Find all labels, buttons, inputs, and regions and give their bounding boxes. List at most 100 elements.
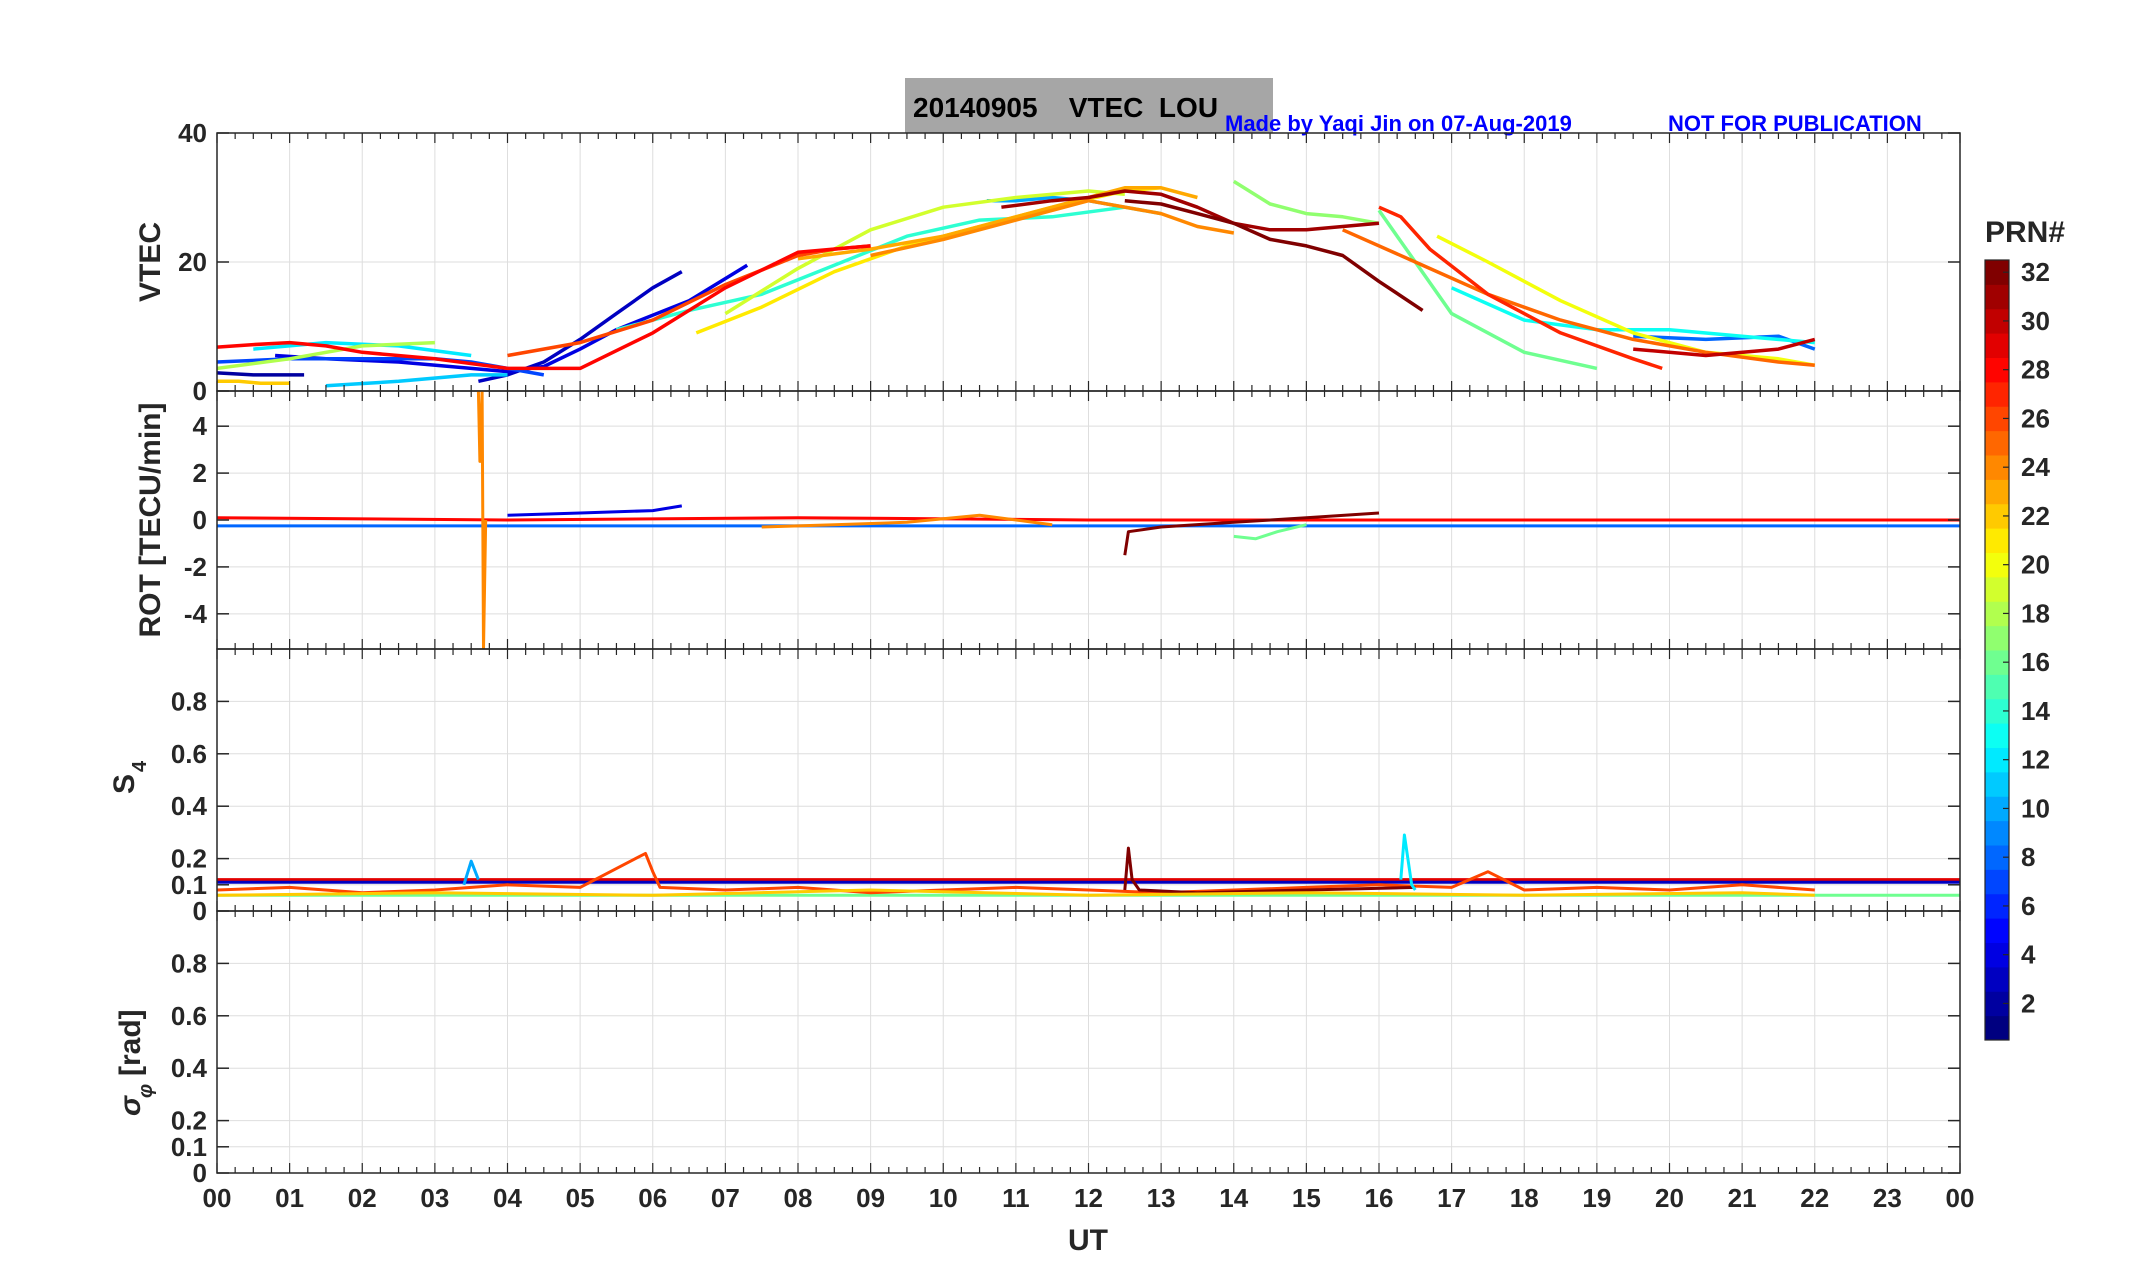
- x-axis-label: UT: [1068, 1224, 1108, 1257]
- x-tick-label: 11: [1002, 1183, 1030, 1213]
- colorbar-band: [1985, 674, 2009, 700]
- series-prn-28: [217, 516, 1960, 522]
- x-tick-label: 00: [203, 1183, 232, 1213]
- s4-grid: [216, 649, 1961, 912]
- colorbar-tick-label: 6: [2021, 891, 2035, 921]
- colorbar-band: [1985, 430, 2009, 456]
- colorbar-frame: [1984, 259, 2010, 1041]
- series-prn-25: [1341, 228, 1815, 367]
- colorbar-tick-label: 14: [2021, 696, 2050, 726]
- series-prn-23: [797, 186, 1198, 261]
- s4-ytick-label: 0.2: [171, 844, 207, 874]
- series-prn-31: [1001, 189, 1380, 232]
- series-prn-28: [217, 244, 871, 371]
- sigma-phi-panel: 00.10.2 0.4 0.6 0.8 00 01 02 03 04 05 06 07 08 09 10 11…: [171, 910, 1975, 1213]
- svg-text:[rad]: [rad]: [114, 1009, 147, 1076]
- sigma-ytick-label: 0.2: [171, 1106, 207, 1136]
- s4-ytick-label: 0.1: [171, 870, 207, 900]
- colorbar-tick-label: 32: [2021, 257, 2050, 287]
- vtec-ytick-label: 40: [178, 118, 207, 148]
- series-prn-20: [1436, 234, 1816, 367]
- rot-ytick-label: 4: [193, 411, 208, 441]
- colorbar-band: [1985, 820, 2009, 846]
- vtec-ylabel: VTEC: [134, 222, 167, 302]
- series-prn-18: [217, 340, 435, 371]
- colorbar-tick-label: 30: [2021, 306, 2050, 336]
- x-tick-label: 19: [1582, 1183, 1611, 1213]
- colorbar-tick-label: 20: [2021, 550, 2050, 580]
- rot-series: [217, 391, 1960, 649]
- x-tick-label: 03: [420, 1183, 449, 1213]
- x-tick-label: 08: [784, 1183, 813, 1213]
- colorbar-tick-label: 18: [2021, 598, 2050, 628]
- rot-ytick-label: 0: [193, 505, 207, 535]
- colorbar-tick-label: 22: [2021, 501, 2050, 531]
- s4-series: [217, 833, 1960, 897]
- sigma-ylabel: σ φ [rad]: [114, 1009, 157, 1116]
- series-prn-24: [870, 198, 1235, 258]
- series-prn-12: [1399, 833, 1417, 891]
- vtec-panel: 0 20 40: [178, 118, 1961, 406]
- s4-panel: 00.10.2 0.4 0.6 0.8: [171, 648, 1961, 926]
- series-prn-32: [1124, 198, 1424, 312]
- x-tick-label: 15: [1292, 1183, 1321, 1213]
- colorbar-band: [1985, 381, 2009, 407]
- x-tick-label: 23: [1873, 1183, 1902, 1213]
- s4-ylabel: S 4: [108, 760, 151, 794]
- sigma-ytick-label: 0.4: [171, 1053, 208, 1083]
- x-tick-label: 09: [856, 1183, 885, 1213]
- x-tick-label: 17: [1437, 1183, 1466, 1213]
- colorbar-band: [1985, 576, 2009, 602]
- notice-text: NOT FOR PUBLICATION: [1668, 111, 1922, 136]
- sigma-ytick-label: 0.6: [171, 1001, 207, 1031]
- colorbar-tick-label: 24: [2021, 452, 2050, 482]
- sigma-ytick-label: 0.1: [171, 1132, 207, 1162]
- series-prn-4: [507, 504, 683, 517]
- colorbar-band: [1985, 625, 2009, 651]
- rot-ytick-label: -4: [184, 599, 208, 629]
- colorbar-band: [1985, 284, 2009, 310]
- svg-text:S: S: [108, 774, 141, 794]
- series-prn-10: [462, 859, 480, 886]
- rot-ytick-label: 2: [193, 458, 207, 488]
- series-prn-19: [724, 189, 1125, 316]
- colorbar-tick-label: 26: [2021, 403, 2050, 433]
- x-tick-label: 12: [1074, 1183, 1103, 1213]
- svg-text:φ: φ: [135, 1084, 157, 1098]
- series-prn-30: [1633, 337, 1816, 358]
- colorbar-band: [1985, 771, 2009, 797]
- s4-ytick-label: 0.4: [171, 791, 208, 821]
- colorbar-band: [1985, 918, 2009, 943]
- x-tick-label: 04: [493, 1183, 522, 1213]
- x-tick-label: 16: [1365, 1183, 1394, 1213]
- colorbar-band: [1985, 479, 2009, 505]
- x-tick-label: 18: [1510, 1183, 1539, 1213]
- colorbar-band: [1985, 528, 2009, 553]
- sigma-ytick-label: 0.8: [171, 948, 207, 978]
- colorbar-band: [1985, 966, 2009, 992]
- series-prn-21: [695, 186, 1162, 335]
- x-tick-labels: 00 01 02 03 04 05 06 07 08 09 10 11 12 13 14 15 16 17 18 19…: [203, 1183, 1975, 1213]
- colorbar-tick-label: 2: [2021, 988, 2035, 1018]
- sigma-ytick-label: 0: [193, 1158, 207, 1188]
- colorbar-tick-label: 10: [2021, 793, 2050, 823]
- colorbar-band: [1985, 1015, 2009, 1041]
- x-tick-label: 02: [348, 1183, 377, 1213]
- x-tick-label: 01: [275, 1183, 304, 1213]
- sigma-grid: [216, 911, 1961, 1174]
- x-tick-label: 06: [638, 1183, 667, 1213]
- x-tick-label: 20: [1655, 1183, 1684, 1213]
- series-prn-32: [1123, 511, 1380, 556]
- colorbar-tick-label: 28: [2021, 355, 2050, 385]
- s4-ytick-label: 0.6: [171, 739, 207, 769]
- series-prn-22: [217, 888, 1815, 897]
- title-box: [905, 78, 1273, 133]
- series-prn-24: [476, 391, 488, 649]
- x-tick-label: 13: [1147, 1183, 1176, 1213]
- series-prn-22: [217, 379, 290, 386]
- plot-title: 20140905 VTEC LOU: [913, 92, 1218, 123]
- x-tick-label: 00: [1946, 1183, 1975, 1213]
- x-tick-label: 22: [1800, 1183, 1829, 1213]
